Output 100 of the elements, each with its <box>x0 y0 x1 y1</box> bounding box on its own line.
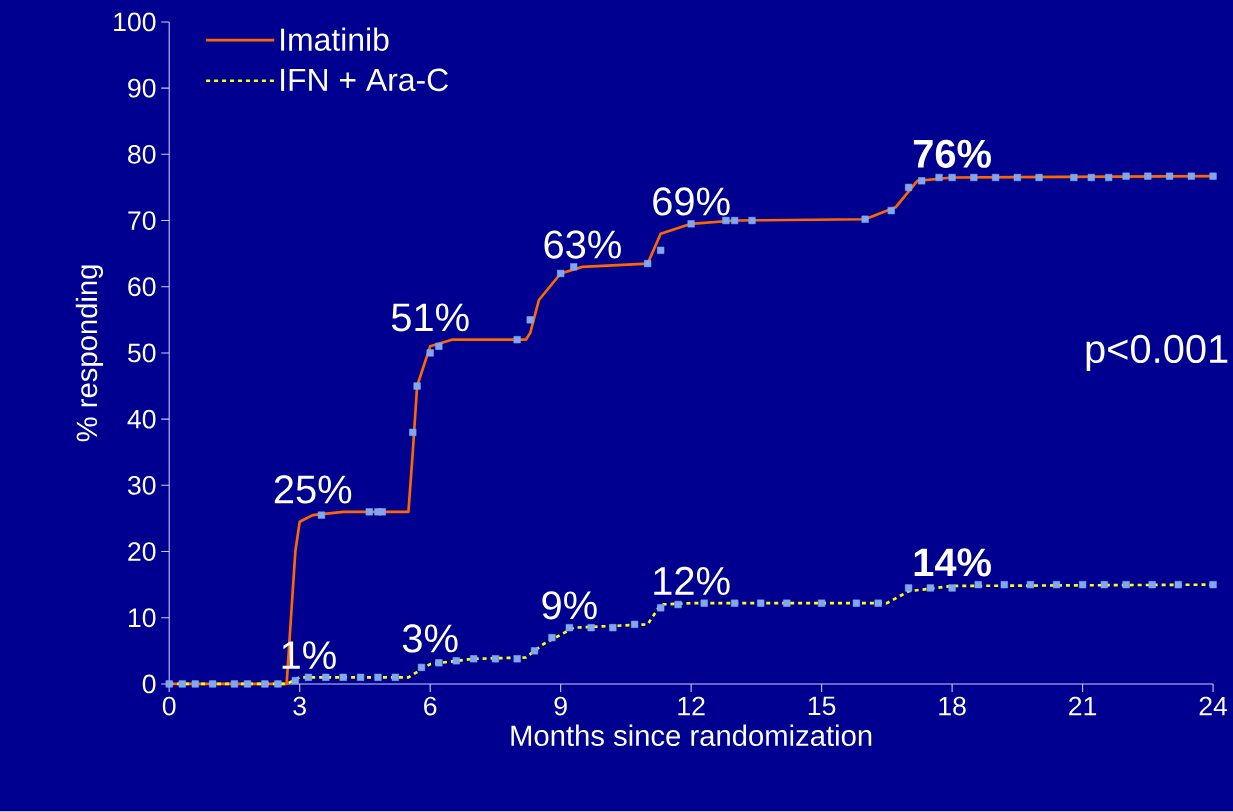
point <box>435 659 443 667</box>
point <box>378 508 386 516</box>
y-tick-label: 60 <box>128 277 156 297</box>
point <box>657 246 665 255</box>
x-tick-label: 24 <box>1199 696 1228 716</box>
point <box>426 349 434 357</box>
point <box>322 673 330 682</box>
point <box>339 673 347 682</box>
legend-label: IFN + Ara-C <box>281 68 448 92</box>
point <box>587 624 595 632</box>
point <box>874 599 882 607</box>
y-tick-label: 40 <box>127 409 156 429</box>
point <box>1144 172 1152 180</box>
point <box>1087 174 1095 182</box>
point <box>948 174 956 182</box>
point <box>526 316 534 324</box>
point <box>861 215 869 224</box>
point <box>674 601 682 609</box>
point <box>1052 581 1061 589</box>
x-tick-label: 21 <box>1069 696 1097 716</box>
y-tick-label: 30 <box>127 476 156 495</box>
point <box>905 184 913 192</box>
annotation: 9% <box>542 591 597 620</box>
point <box>852 599 861 607</box>
y-tick-label: 80 <box>128 145 156 164</box>
x-axis-title: Months since randomization <box>511 724 872 747</box>
point <box>748 217 756 225</box>
point <box>565 624 573 632</box>
point <box>1026 581 1034 589</box>
point <box>356 673 365 682</box>
x-tick-label: 0 <box>162 696 176 716</box>
x-tick-label: 9 <box>554 696 567 716</box>
point <box>261 680 269 688</box>
point <box>413 382 421 390</box>
x-tick-label: 6 <box>424 696 437 716</box>
y-tick-label: 20 <box>128 542 156 562</box>
point <box>609 624 617 632</box>
x-tick-label: 3 <box>293 696 306 716</box>
point <box>1079 581 1087 589</box>
point <box>1165 172 1174 180</box>
point <box>1122 172 1130 180</box>
point <box>409 429 417 437</box>
point <box>274 680 282 688</box>
point <box>818 599 826 607</box>
point <box>783 599 791 607</box>
point <box>1122 581 1130 589</box>
point <box>178 680 186 688</box>
point <box>700 599 708 607</box>
point <box>731 599 739 607</box>
point <box>209 680 217 688</box>
annotation: 76% <box>913 139 991 169</box>
point <box>243 680 252 688</box>
point <box>1209 581 1217 589</box>
x-tick-label: 12 <box>678 696 705 716</box>
point <box>1187 172 1195 180</box>
point <box>1013 174 1021 182</box>
point <box>687 220 695 228</box>
point <box>491 655 499 663</box>
annotation: 14% <box>914 548 991 577</box>
point <box>391 673 399 682</box>
point <box>974 581 982 589</box>
point <box>317 511 326 519</box>
x-tick-label: 15 <box>808 696 836 716</box>
point <box>1000 581 1008 589</box>
point <box>1174 581 1182 589</box>
annotation: p<0.001 <box>1086 335 1228 372</box>
point <box>365 508 373 516</box>
point <box>435 342 443 351</box>
point <box>470 655 478 663</box>
point <box>1035 174 1043 182</box>
point <box>1100 581 1108 589</box>
y-tick-label: 90 <box>128 78 156 98</box>
x-tick-label: 18 <box>939 696 966 716</box>
point <box>631 620 639 629</box>
annotation: 63% <box>544 230 621 259</box>
point <box>452 657 460 665</box>
point <box>887 207 895 215</box>
y-tick-label: 0 <box>142 674 156 694</box>
point <box>731 217 739 225</box>
point <box>304 673 312 682</box>
point <box>722 217 730 225</box>
point <box>905 584 913 592</box>
point <box>644 260 652 268</box>
point <box>970 174 978 182</box>
point <box>918 177 926 185</box>
annotation: 3% <box>402 624 458 653</box>
point <box>230 680 239 688</box>
point <box>1209 172 1217 180</box>
point <box>570 263 578 271</box>
point <box>992 174 1000 182</box>
point <box>165 680 173 688</box>
point <box>530 647 539 655</box>
point <box>757 599 765 607</box>
y-axis-title: % responding <box>75 265 104 442</box>
point <box>191 680 199 688</box>
point <box>291 677 299 685</box>
y-tick-label: 10 <box>128 608 156 628</box>
annotation: 69% <box>653 187 730 216</box>
point <box>657 604 665 612</box>
y-tick-label: 100 <box>114 12 156 32</box>
